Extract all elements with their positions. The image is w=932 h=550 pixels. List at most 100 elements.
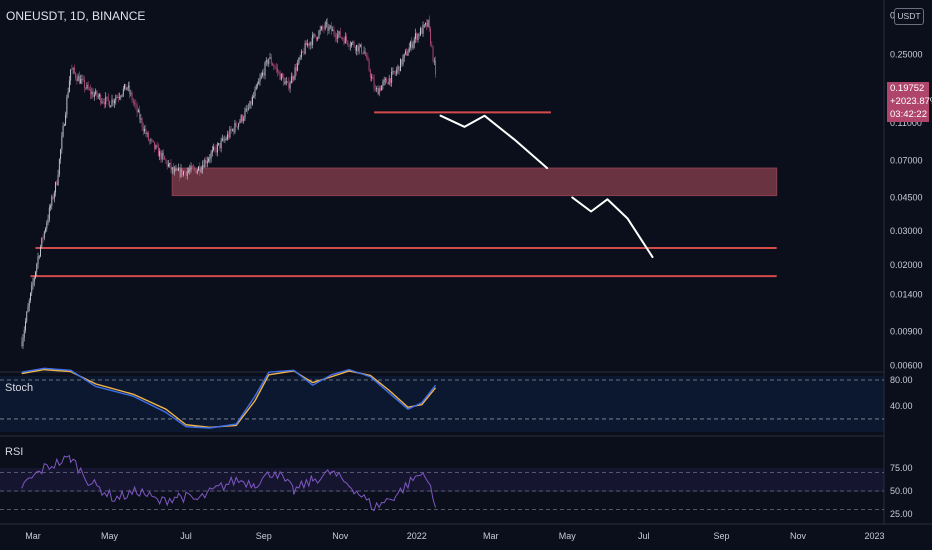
- candle: [205, 159, 207, 164]
- candle: [356, 44, 358, 51]
- candle: [323, 28, 325, 30]
- candle: [203, 164, 205, 168]
- candle: [97, 96, 99, 98]
- time-tick-label: 2023: [864, 531, 884, 541]
- candle: [418, 33, 420, 36]
- candle: [363, 51, 365, 54]
- candle: [379, 88, 381, 91]
- candle: [428, 19, 430, 29]
- candle: [260, 75, 262, 79]
- candle: [233, 129, 235, 133]
- candle: [241, 115, 243, 121]
- currency-unit-button[interactable]: USDT: [894, 8, 924, 25]
- candle: [200, 169, 202, 172]
- candle: [381, 85, 383, 91]
- candle: [264, 62, 266, 76]
- candle: [366, 55, 368, 57]
- candle: [282, 73, 284, 78]
- candle: [185, 171, 187, 176]
- candle: [86, 84, 88, 89]
- candle: [362, 53, 364, 54]
- candle: [139, 109, 141, 120]
- candle: [25, 321, 26, 331]
- candle: [42, 237, 44, 239]
- time-tick-label: Nov: [790, 531, 807, 541]
- stoch-tick-label: 80.00: [890, 375, 913, 385]
- candle: [60, 149, 62, 160]
- candle: [191, 165, 193, 168]
- candle: [216, 144, 218, 153]
- candle: [204, 159, 206, 168]
- rsi-tick-label: 25.00: [890, 509, 913, 519]
- candle: [372, 76, 374, 80]
- candle: [23, 330, 25, 338]
- candle: [162, 152, 164, 157]
- candle: [401, 59, 403, 65]
- candle: [336, 37, 337, 39]
- candle: [126, 87, 128, 90]
- stoch-label: Stoch: [5, 382, 34, 394]
- rsi-line: [21, 454, 437, 512]
- candle: [243, 118, 245, 121]
- candle: [206, 161, 208, 164]
- candle: [211, 149, 213, 153]
- candle: [398, 66, 400, 72]
- time-tick-label: Jul: [638, 531, 650, 541]
- candle: [151, 139, 153, 141]
- candle: [83, 79, 85, 89]
- candle: [396, 69, 398, 74]
- candle: [413, 38, 415, 44]
- candle: [284, 81, 286, 85]
- candle: [326, 22, 327, 24]
- candle: [426, 22, 428, 27]
- candle: [140, 118, 142, 120]
- candle: [189, 169, 191, 171]
- candle: [272, 63, 273, 66]
- candle: [285, 81, 287, 83]
- candle: [344, 36, 346, 44]
- candle: [300, 51, 302, 58]
- candle: [226, 134, 228, 140]
- candle: [37, 256, 39, 265]
- candle: [58, 159, 60, 175]
- candle: [346, 36, 347, 41]
- candle: [371, 76, 373, 78]
- candle: [196, 170, 198, 174]
- candle: [107, 96, 109, 102]
- candle: [298, 57, 300, 64]
- candle: [315, 36, 317, 40]
- candle: [35, 271, 36, 278]
- candle: [48, 207, 50, 219]
- stoch-pane-bg: [0, 376, 884, 432]
- candle: [190, 165, 192, 170]
- candle: [254, 89, 256, 96]
- candle: [236, 126, 238, 128]
- candle: [368, 60, 370, 71]
- candle: [384, 79, 386, 81]
- candle: [109, 101, 110, 108]
- candle: [102, 101, 104, 103]
- projection-path: [571, 196, 654, 259]
- candle: [431, 44, 433, 47]
- candle: [173, 167, 174, 172]
- current-price: 0.19752: [890, 83, 925, 94]
- candle: [124, 84, 125, 89]
- candle: [33, 277, 35, 283]
- candle: [258, 81, 260, 85]
- candle: [117, 96, 119, 98]
- candle: [308, 43, 310, 46]
- candle: [101, 101, 103, 103]
- candle: [56, 182, 58, 185]
- projection-path: [439, 114, 549, 170]
- price-tick-label: 0.07000: [890, 156, 923, 166]
- candle: [435, 60, 437, 75]
- candle: [95, 90, 97, 95]
- candle: [234, 123, 236, 133]
- candle: [164, 156, 166, 160]
- candle: [82, 78, 84, 80]
- candle: [383, 80, 385, 83]
- candle: [66, 97, 68, 115]
- candle: [150, 139, 152, 141]
- time-tick-label: Sep: [713, 531, 729, 541]
